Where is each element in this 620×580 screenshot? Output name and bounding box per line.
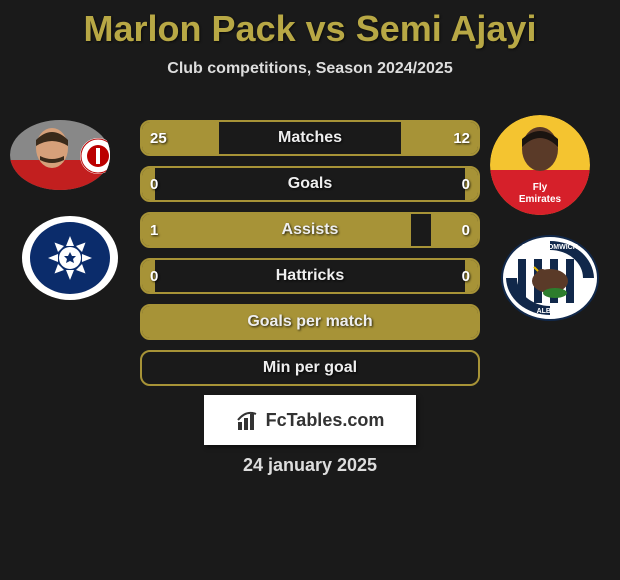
player-photo-right: Fly Emirates (490, 115, 590, 215)
stat-row-goals-per-match: Goals per match (140, 304, 480, 340)
page-title: Marlon Pack vs Semi Ajayi (0, 0, 620, 50)
player2-name: Semi Ajayi (356, 8, 537, 49)
svg-text:ALBION: ALBION (537, 308, 564, 315)
stat-row-hattricks: 00Hattricks (140, 258, 480, 294)
stat-row-matches: 2512Matches (140, 120, 480, 156)
fctables-text: FcTables.com (266, 410, 385, 431)
svg-text:Fly: Fly (533, 182, 548, 193)
stat-row-assists: 10Assists (140, 212, 480, 248)
player-left-club-crest-icon (80, 138, 110, 174)
stats-bars: 2512Matches 00Goals 10Assists 00Hattricks Go… (140, 120, 480, 396)
svg-text:Emirates: Emirates (519, 194, 562, 205)
stat-row-goals: 00Goals (140, 166, 480, 202)
club-crest-right-icon: EST BROMWICH ALBION (500, 235, 600, 321)
club-crest-left-icon (20, 215, 120, 301)
stat-label: Goals per match (142, 306, 478, 338)
stat-label: Hattricks (142, 260, 478, 292)
vs-text: vs (306, 8, 346, 49)
fctables-brand: FcTables.com (204, 395, 416, 445)
stat-label: Min per goal (142, 352, 478, 384)
date-text: 24 january 2025 (0, 455, 620, 476)
svg-text:EST BROMWICH: EST BROMWICH (522, 244, 578, 251)
stat-label: Goals (142, 168, 478, 200)
stat-label: Assists (142, 214, 478, 246)
player-photo-left (10, 120, 110, 190)
stat-label: Matches (142, 122, 478, 154)
player1-name: Marlon Pack (84, 8, 296, 49)
fctables-logo-icon (236, 408, 260, 432)
stat-row-min-per-goal: Min per goal (140, 350, 480, 386)
subtitle: Club competitions, Season 2024/2025 (0, 60, 620, 78)
